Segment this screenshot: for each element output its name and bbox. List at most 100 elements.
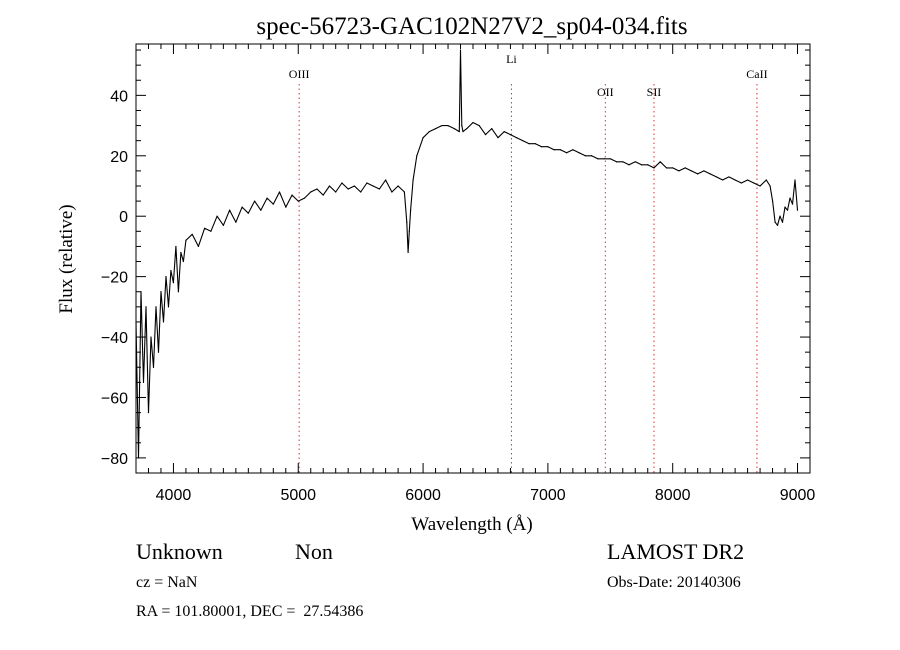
- spectrum-data-point: [285, 206, 287, 208]
- spectrum-data-point: [678, 170, 680, 172]
- spectrum-data-point: [407, 251, 409, 254]
- spectrum-data-point: [779, 215, 781, 217]
- plot-frame: [135, 43, 811, 474]
- spectrum-data-point: [497, 137, 499, 139]
- spectrum-data-point: [160, 291, 162, 293]
- spectrum-data-point: [406, 221, 408, 223]
- spectrum-data-point: [734, 179, 736, 181]
- spectrum-data-point: [622, 161, 624, 163]
- spectrum-data-point: [597, 158, 599, 160]
- spectrum-data-point: [653, 167, 655, 169]
- spectrum-data-point: [491, 127, 493, 130]
- y-tick-label: 20: [110, 149, 128, 166]
- spectral-line-label: SII: [647, 85, 662, 99]
- spectrum-data-point: [447, 124, 449, 127]
- spectrum-data-point: [291, 194, 293, 196]
- spectrum-series-line: [135, 49, 799, 459]
- x-tick-label: 4000: [156, 487, 192, 504]
- x-tick-label: 5000: [280, 487, 316, 504]
- spectrum-data-point: [366, 182, 368, 184]
- spectral-line-label: CaII: [746, 67, 767, 81]
- spectrum-data-point: [422, 137, 424, 139]
- spectrum-data-point: [478, 124, 480, 127]
- spectrum-data-point: [746, 179, 749, 181]
- spectrum-data-point: [322, 194, 324, 196]
- spectral-line-label: OIII: [289, 67, 310, 81]
- spectrum-data-point: [266, 197, 268, 199]
- spectrum-data-point: [385, 179, 387, 181]
- spectrum-data-point: [147, 411, 150, 414]
- spectrum-data-point: [484, 134, 487, 136]
- spectrum-data-point: [789, 197, 791, 199]
- spectrum-data-point: [229, 209, 231, 211]
- spectrum-data-point: [145, 306, 147, 308]
- spectral-line-markers: OIII Li OII SII CaII: [289, 52, 768, 473]
- x-tick-label: 9000: [780, 487, 816, 504]
- spectrum-data-point: [180, 251, 182, 254]
- spectrum-data-point: [241, 206, 243, 208]
- spectral-line-label: Li: [506, 52, 517, 66]
- y-tick-label: 0: [119, 209, 128, 226]
- spectrum-data-point: [634, 161, 636, 163]
- spectrum-data-point: [360, 191, 362, 193]
- spectrum-data-point: [697, 173, 699, 175]
- coordinates-text: RA = 101.80001, DEC = 27.54386: [136, 603, 364, 620]
- spectrum-data-point: [640, 164, 643, 166]
- spectrum-data-point: [722, 179, 724, 181]
- spectrum-data-point: [534, 143, 537, 145]
- spectrum-data-point: [167, 306, 170, 308]
- spectrum-data-point: [590, 155, 593, 157]
- axis-tick-labels: 4000 5000 6000 7000 8000 9000 −80 −60 −40 −20 0 20 4…: [101, 88, 816, 504]
- spectrum-data-point: [541, 146, 543, 148]
- spectrum-data-point: [553, 149, 555, 151]
- x-axis-label: Wavelength (Å): [411, 514, 532, 535]
- spectrum-data-point: [609, 158, 611, 160]
- spectrum-data-point: [466, 127, 468, 130]
- spectral-line-label: OII: [597, 85, 614, 99]
- spectrum-data-point: [672, 167, 674, 169]
- y-tick-label: −40: [101, 330, 128, 347]
- spectrum-data-point: [572, 149, 574, 151]
- spectrum-data-point: [297, 200, 299, 202]
- spectrum-data-point: [522, 140, 524, 142]
- spectrum-data-point: [458, 131, 460, 133]
- spectrum-data-point: [765, 179, 767, 181]
- spectrum-data-point: [222, 224, 224, 226]
- spectrum-data-point: [774, 221, 776, 223]
- spectrum-data-point: [728, 176, 730, 178]
- spectrum-data-point: [786, 209, 789, 211]
- x-tick-label: 7000: [530, 487, 566, 504]
- spectrum-data-point: [441, 124, 443, 127]
- x-tick-label: 8000: [655, 487, 691, 504]
- chart-title: spec-56723-GAC102N27V2_sp04-034.fits: [256, 13, 687, 40]
- spectrum-data-point: [566, 152, 568, 154]
- spectrum-data-point: [391, 191, 393, 193]
- spectrum-data-point: [776, 224, 779, 226]
- spectrum-data-point: [182, 260, 185, 263]
- spectrum-data-point: [791, 203, 794, 205]
- spectrum-data-point: [162, 321, 165, 323]
- spectrum-data-point: [216, 215, 218, 217]
- spectrum-data-point: [408, 230, 410, 232]
- spectrum-data-point: [503, 131, 505, 133]
- spectrum-data-point: [172, 282, 175, 284]
- spectrum-data-point: [759, 185, 761, 187]
- spectrum-data-point: [409, 209, 412, 211]
- spectral-subclass: Non: [295, 539, 333, 564]
- spectrum-data-point: [175, 245, 177, 248]
- spectrum-data-point: [794, 179, 796, 181]
- spectrum-data-point: [303, 197, 306, 199]
- y-tick-label: 40: [110, 88, 128, 105]
- x-tick-label: 6000: [405, 487, 441, 504]
- spectrum-data-point: [412, 179, 414, 181]
- axis-ticks: [135, 44, 811, 473]
- spectrum-data-point: [155, 306, 157, 308]
- spectrum-data-point: [740, 182, 742, 184]
- spectrum-data-point: [210, 230, 212, 232]
- spectrum-data-point: [347, 188, 349, 190]
- y-tick-label: −20: [101, 270, 128, 287]
- spectrum-data-point: [235, 221, 237, 223]
- spectrum-data-point: [665, 167, 668, 169]
- spectrum-data-point: [559, 149, 561, 151]
